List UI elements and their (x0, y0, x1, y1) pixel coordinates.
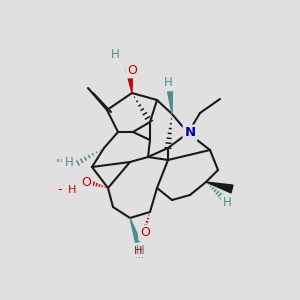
Text: O: O (127, 64, 137, 76)
Text: H: H (164, 76, 172, 89)
Polygon shape (167, 91, 172, 114)
Text: N: N (184, 127, 196, 140)
Text: ...: ... (136, 250, 145, 260)
Text: ''': ''' (56, 158, 63, 168)
Text: -: - (58, 184, 62, 196)
Text: H: H (134, 246, 142, 256)
Text: H: H (64, 157, 74, 169)
Polygon shape (130, 218, 140, 243)
Text: H: H (68, 185, 76, 195)
Polygon shape (206, 182, 233, 193)
Text: O: O (140, 226, 150, 239)
Text: O: O (81, 176, 91, 188)
Text: H: H (136, 244, 144, 257)
Text: H: H (111, 49, 119, 62)
Polygon shape (125, 68, 133, 93)
Text: H: H (223, 196, 231, 209)
